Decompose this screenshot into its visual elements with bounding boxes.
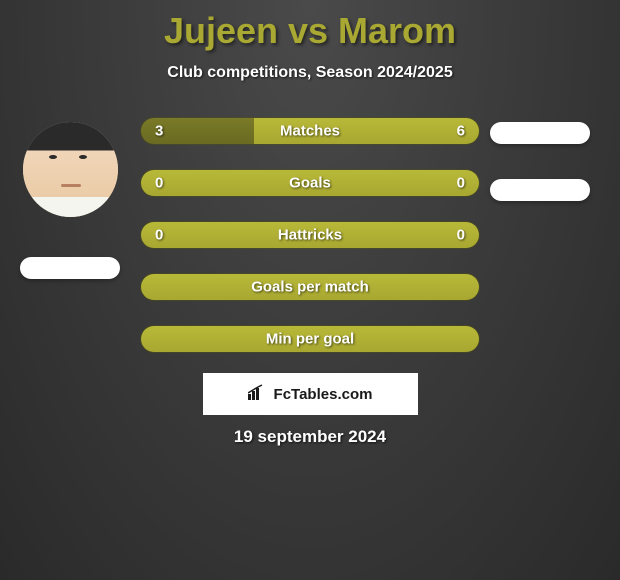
page-title: Jujeen vs Marom — [5, 10, 615, 52]
player-right — [485, 122, 595, 201]
stat-row-gpm: Goals per match — [140, 273, 480, 301]
stat-bars: 3 Matches 6 0 Goals 0 0 Hattricks 0 Goal… — [140, 117, 480, 353]
player-left — [15, 122, 125, 279]
stat-left-value: 0 — [155, 227, 163, 244]
stat-left-value: 0 — [155, 175, 163, 192]
stat-row-goals: 0 Goals 0 — [140, 169, 480, 197]
chart-icon — [248, 384, 268, 405]
stat-label: Goals per match — [251, 279, 369, 296]
stat-right-value: 6 — [457, 123, 465, 140]
stat-label: Hattricks — [278, 227, 342, 244]
stats-card: Jujeen vs Marom Club competitions, Seaso… — [0, 0, 620, 580]
name-pill-right-2 — [490, 179, 590, 201]
site-badge[interactable]: FcTables.com — [203, 373, 418, 415]
subtitle: Club competitions, Season 2024/2025 — [5, 64, 615, 82]
stat-row-matches: 3 Matches 6 — [140, 117, 480, 145]
stat-label: Matches — [280, 123, 340, 140]
stat-label: Goals — [289, 175, 331, 192]
name-pill-left — [20, 257, 120, 279]
stat-right-value: 0 — [457, 227, 465, 244]
comparison-area: 3 Matches 6 0 Goals 0 0 Hattricks 0 Goal… — [5, 117, 615, 353]
stat-row-mpg: Min per goal — [140, 325, 480, 353]
date-text: 19 september 2024 — [5, 427, 615, 447]
name-pill-right-1 — [490, 122, 590, 144]
stat-label: Min per goal — [266, 331, 354, 348]
stat-row-hattricks: 0 Hattricks 0 — [140, 221, 480, 249]
stat-right-value: 0 — [457, 175, 465, 192]
site-name: FcTables.com — [274, 386, 373, 403]
stat-left-value: 3 — [155, 123, 163, 140]
avatar-left — [23, 122, 118, 217]
